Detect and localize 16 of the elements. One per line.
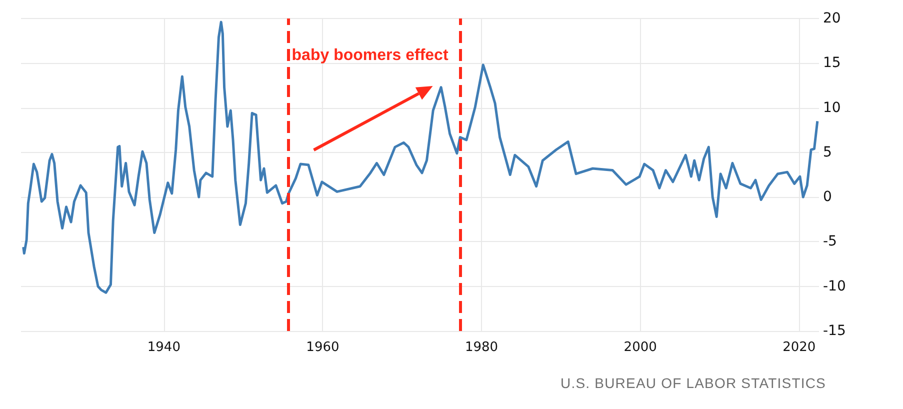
x-tick-label: 2000 (624, 340, 657, 355)
text: U.S. BUREAU OF LABOR STATISTICS (560, 375, 826, 391)
line-series (22, 20, 819, 294)
y-tick-label: -5 (823, 234, 837, 250)
x-tick-label: 1960 (306, 340, 340, 355)
x-tick-label: 2020 (782, 340, 816, 355)
y-tick-label: 0 (823, 189, 832, 206)
y-tick-label: -15 (823, 323, 846, 339)
y-tick-label: 10 (823, 100, 841, 116)
y-tick-label: -10 (823, 278, 846, 294)
y-tick-label: 15 (823, 55, 841, 72)
x-tick-label: 1980 (464, 340, 498, 355)
y-tick-label: 20 (823, 10, 841, 26)
annotation: baby boomers effect (292, 47, 448, 65)
x-tick-label: 1940 (147, 340, 180, 355)
y-tick-label: 5 (823, 144, 832, 160)
